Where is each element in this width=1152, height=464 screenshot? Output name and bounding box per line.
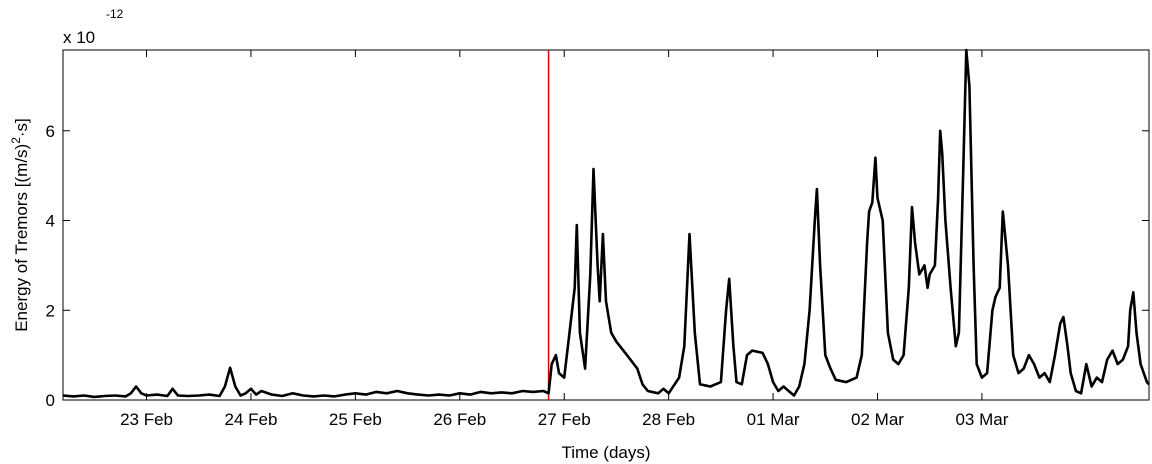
y-multiplier-exponent: -12 bbox=[106, 7, 124, 21]
x-tick-label: 01 Mar bbox=[747, 410, 800, 429]
x-axis-label: Time (days) bbox=[561, 443, 650, 462]
x-tick-label: 02 Mar bbox=[851, 410, 904, 429]
y-axis-label-tail: ·s] bbox=[12, 118, 31, 137]
y-axis-label-sup: 2 bbox=[9, 137, 23, 144]
y-axis-label-main: Energy of Tremors [(m/s) bbox=[12, 144, 31, 332]
x-tick-label: 03 Mar bbox=[955, 410, 1008, 429]
y-multiplier: x 10 bbox=[63, 28, 95, 47]
energy-series-line bbox=[62, 48, 1150, 399]
x-tick-label: 28 Feb bbox=[642, 410, 695, 429]
y-tick-label: 4 bbox=[46, 212, 55, 231]
x-tick-label: 26 Feb bbox=[433, 410, 486, 429]
x-tick-label: 25 Feb bbox=[329, 410, 382, 429]
y-tick-label: 6 bbox=[46, 122, 55, 141]
y-axis-label: Energy of Tremors [(m/s)2·s] bbox=[9, 118, 31, 332]
x-tick-label: 23 Feb bbox=[120, 410, 173, 429]
y-tick-labels: 0 2 4 6 bbox=[46, 122, 55, 410]
y-tick-label: 2 bbox=[46, 301, 55, 320]
x-tick-label: 27 Feb bbox=[538, 410, 591, 429]
plot-area bbox=[62, 48, 1150, 401]
x-tick-label: 24 Feb bbox=[224, 410, 277, 429]
x-tick-labels: 23 Feb 24 Feb 25 Feb 26 Feb 27 Feb 28 Feb 01 M… bbox=[120, 410, 1009, 429]
axis-ticks bbox=[63, 50, 1149, 401]
y-tick-label: 0 bbox=[46, 391, 55, 410]
plot-frame bbox=[62, 49, 1150, 401]
